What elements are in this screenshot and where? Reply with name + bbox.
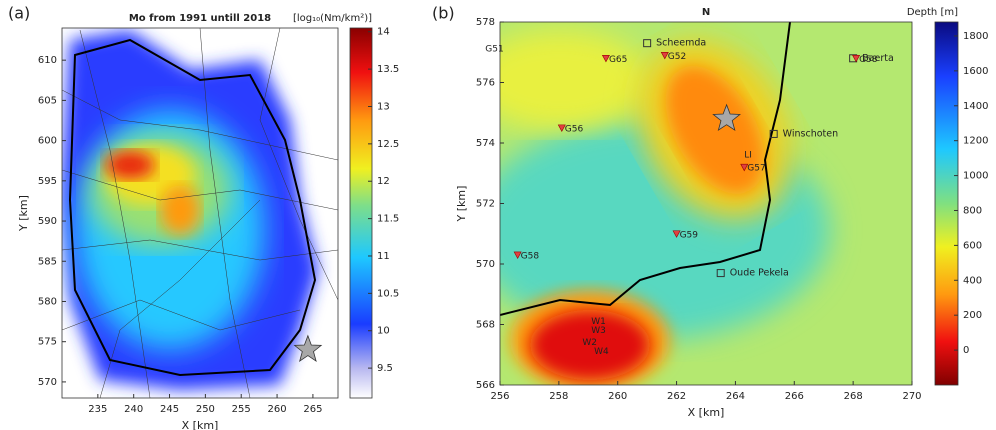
colorbar-tick-label: 12.5 — [377, 139, 399, 150]
station-marker — [852, 55, 861, 63]
colorbar-tick-label: 1000 — [963, 171, 988, 182]
annotation: W2 — [582, 338, 597, 348]
y-tick-label: 610 — [38, 55, 57, 66]
y-tick-label: 590 — [38, 216, 57, 227]
colorbar-tick-label: 13 — [377, 101, 390, 112]
station-name: G57 — [747, 164, 765, 174]
field-a — [62, 28, 338, 398]
y-tick-label: 595 — [38, 176, 57, 187]
field-b — [500, 22, 912, 385]
station-name: G52 — [668, 52, 686, 62]
x-tick-label: 268 — [844, 391, 863, 402]
y-tick-label: 580 — [38, 296, 57, 307]
x-tick-label: 240 — [124, 404, 143, 415]
x-tick-label: 256 — [490, 391, 509, 402]
colorbar-tick-label: 600 — [963, 240, 982, 251]
station-marker — [601, 55, 610, 63]
colorbar-tick-label: 13.5 — [377, 64, 399, 75]
colorbar-tick-label: 0 — [963, 345, 969, 356]
colorbar-tick-label: 800 — [963, 205, 982, 216]
y-tick-label: 578 — [476, 17, 495, 28]
town-marker — [643, 39, 652, 48]
x-tick-label: 270 — [902, 391, 921, 402]
station-name: G59 — [680, 230, 699, 240]
station-marker — [660, 51, 669, 60]
annotation: W1 — [591, 317, 606, 327]
town-marker — [769, 129, 778, 138]
station-name: G65 — [609, 55, 627, 65]
x-axis-label: X [km] — [182, 419, 219, 430]
colorbar-label: Depth [m] — [907, 7, 958, 18]
y-tick-label: 572 — [476, 199, 495, 210]
station-marker — [740, 163, 749, 172]
y-tick-label: 568 — [476, 320, 495, 331]
epicenter-star — [293, 334, 323, 363]
colorbar-tick-label: 1400 — [963, 101, 988, 112]
y-tick-label: 585 — [38, 256, 57, 267]
panel-label: (a) — [8, 4, 30, 23]
station-name: G58 — [521, 251, 540, 261]
colorbar — [934, 21, 959, 386]
x-tick-label: 258 — [549, 391, 568, 402]
y-axis-label: Y [km] — [455, 186, 468, 223]
station-marker — [557, 124, 566, 133]
y-tick-label: 566 — [476, 380, 495, 391]
colorbar-tick-label: 10 — [377, 326, 390, 337]
annotation: W3 — [591, 326, 606, 336]
x-tick-label: 264 — [726, 391, 745, 402]
chart-title: N — [702, 7, 710, 18]
x-tick-label: 265 — [303, 404, 322, 415]
colorbar-tick-label: 14 — [377, 27, 390, 38]
town-name: Winschoten — [783, 128, 838, 139]
colorbar-tick-label: 11.5 — [377, 214, 399, 225]
colorbar-tick-label: 200 — [963, 310, 982, 321]
x-tick-label: 262 — [667, 391, 686, 402]
y-tick-label: 605 — [38, 95, 57, 106]
station-marker — [513, 251, 522, 260]
y-tick-label: 574 — [476, 138, 495, 149]
colorbar-tick-label: 10.5 — [377, 288, 399, 299]
colorbar-tick-label: 400 — [963, 275, 982, 286]
x-tick-label: 245 — [160, 404, 179, 415]
annotation: LI — [744, 151, 752, 161]
colorbar-tick-label: 11 — [377, 251, 390, 262]
y-tick-label: 575 — [38, 337, 57, 348]
town-name: Baerta — [862, 53, 894, 64]
colorbar-tick-label: 1600 — [963, 66, 988, 77]
colorbar — [349, 27, 373, 399]
town-marker — [716, 269, 725, 278]
x-tick-label: 266 — [785, 391, 804, 402]
town-name: Oude Pekela — [730, 268, 789, 279]
colorbar-tick-label: 9.5 — [377, 363, 393, 374]
station-name: G56 — [565, 124, 584, 134]
y-tick-label: 570 — [476, 259, 495, 270]
colorbar-tick-label: 12 — [377, 176, 390, 187]
station-marker — [672, 230, 681, 238]
colorbar-tick-label: 1800 — [963, 31, 988, 42]
colorbar-tick-label: 1200 — [963, 136, 988, 147]
x-tick-label: 260 — [268, 404, 287, 415]
annotation: W4 — [594, 347, 609, 357]
x-tick-label: 235 — [88, 404, 107, 415]
colorbar-label: [log₁₀(Nm/km²)] — [293, 13, 372, 24]
y-tick-label: 600 — [38, 136, 57, 147]
x-tick-label: 260 — [608, 391, 627, 402]
x-tick-label: 250 — [196, 404, 215, 415]
x-tick-label: 255 — [232, 404, 251, 415]
plot-frame — [61, 27, 339, 399]
annotation: G51 — [485, 45, 503, 55]
station-name: G58 — [859, 55, 878, 65]
chart-title: Mo from 1991 untill 2018 — [129, 13, 271, 24]
epicenter-star — [712, 103, 741, 132]
panel-label: (b) — [432, 4, 455, 23]
y-axis-label: Y [km] — [17, 195, 30, 232]
y-tick-label: 576 — [476, 78, 495, 89]
y-tick-label: 570 — [38, 377, 57, 388]
town-name: Scheemda — [656, 38, 706, 49]
x-axis-label: X [km] — [688, 406, 725, 419]
